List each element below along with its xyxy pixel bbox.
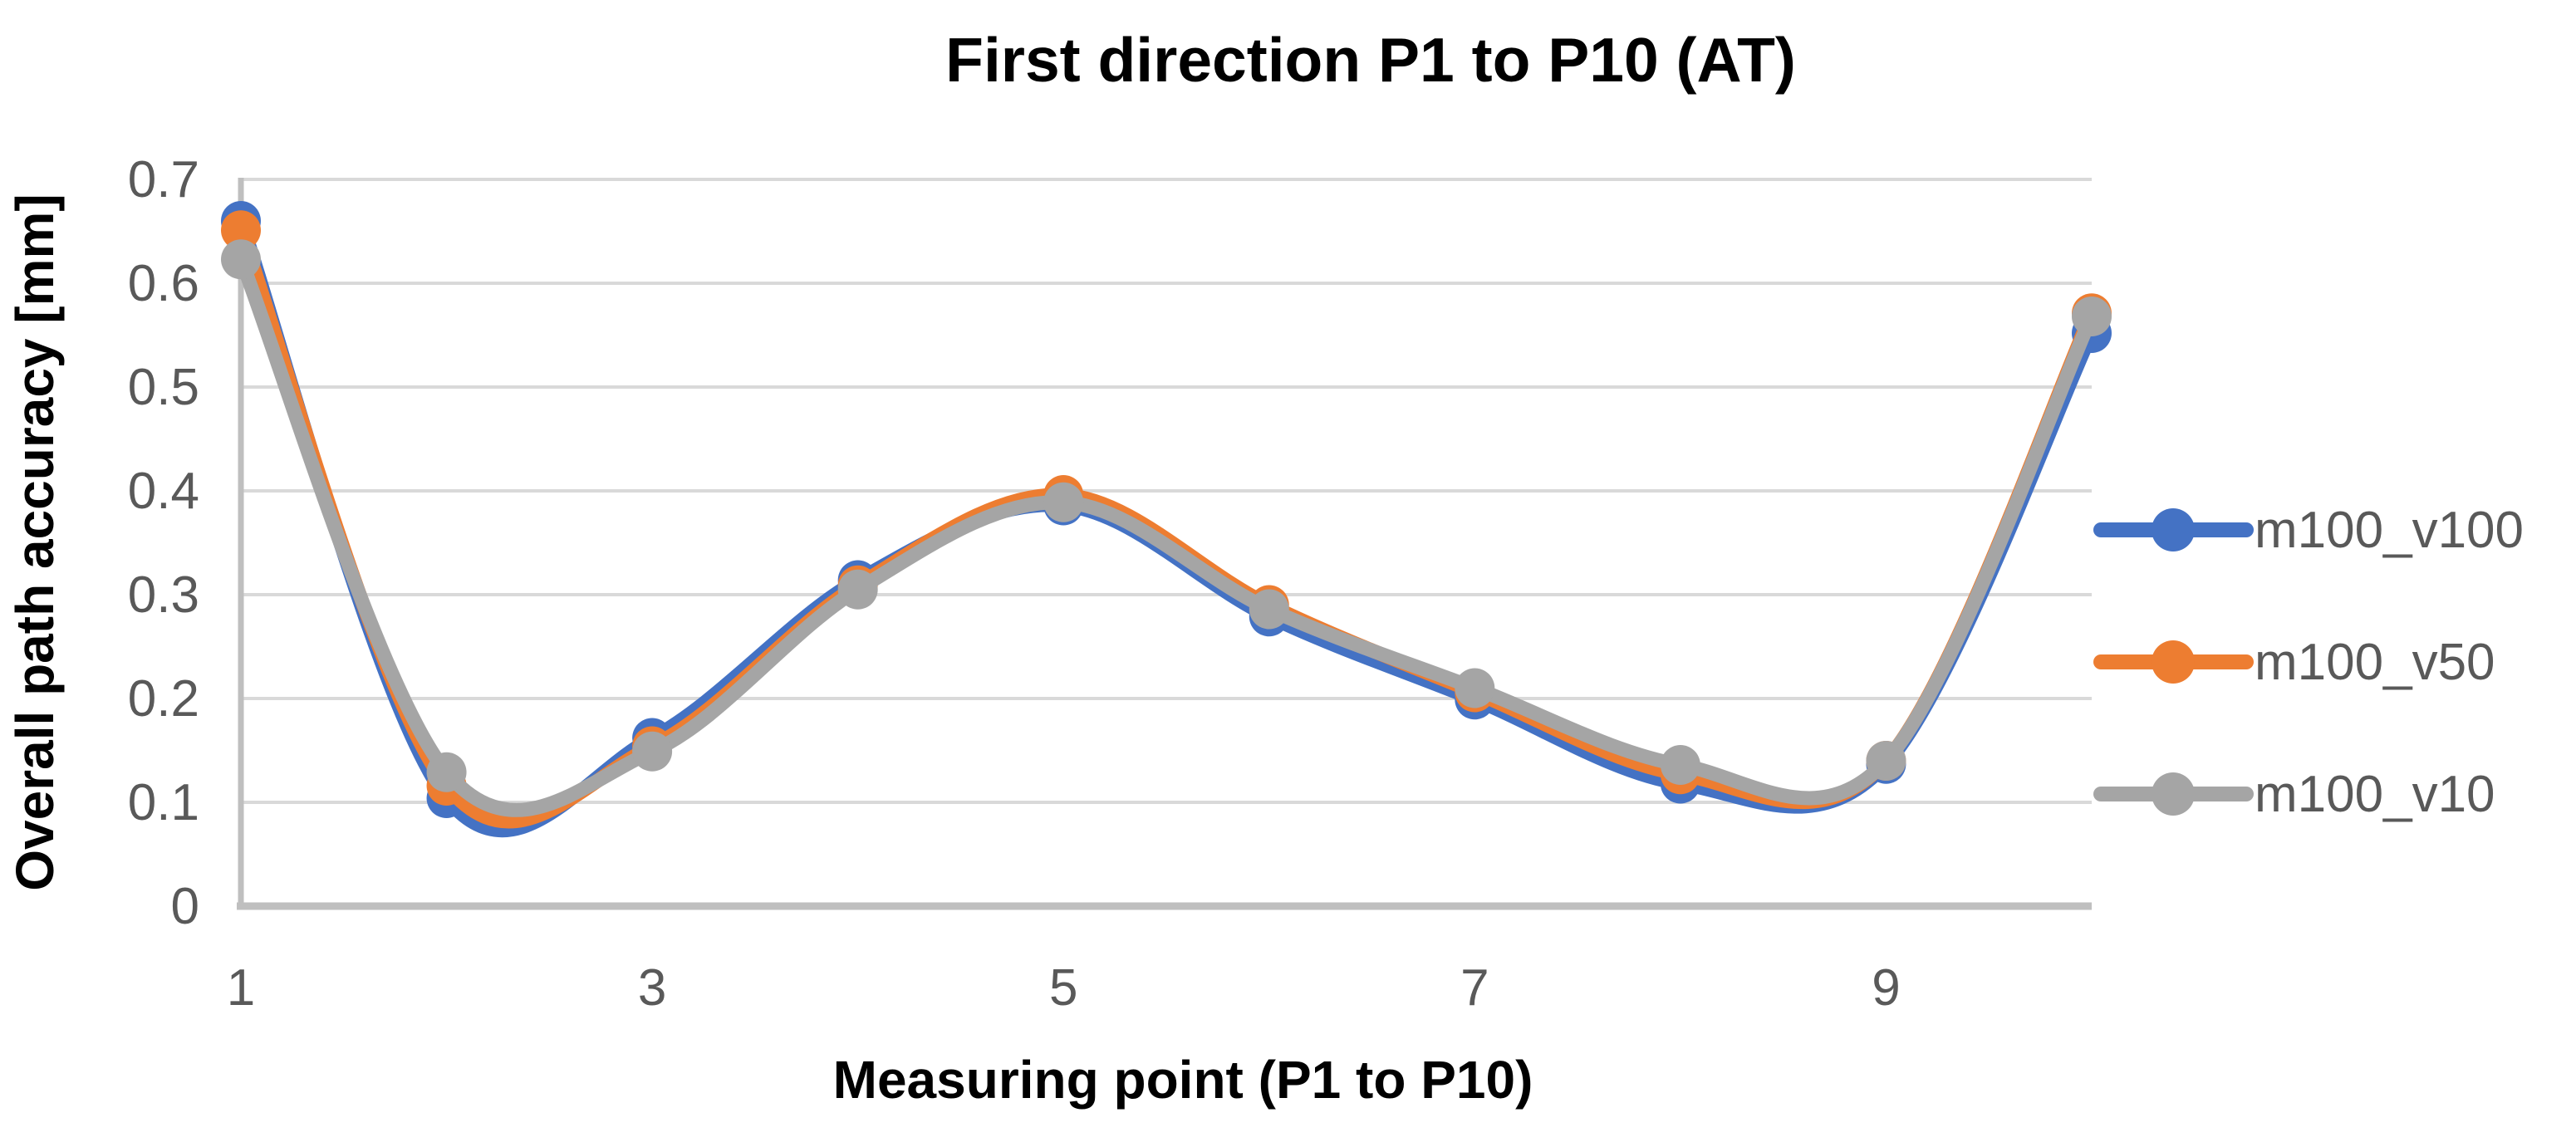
y-tick-label: 0.3 [128,566,199,624]
y-tick-label: 0.2 [128,670,199,728]
legend-item: m100_v10 [2093,766,2495,823]
legend-label: m100_v50 [2255,634,2495,691]
legend-label: m100_v10 [2255,766,2495,823]
x-tick-label: 1 [227,959,255,1017]
x-tick-label: 5 [1049,959,1077,1017]
series-marker [1866,741,1906,781]
series-marker [426,752,467,792]
chart-title: First direction P1 to P10 (AT) [945,25,1796,95]
y-tick-label: 0.7 [128,151,199,208]
gridlines [241,178,2092,804]
series-m100_v50 [221,210,2112,829]
x-axis-title: Measuring point (P1 to P10) [833,1050,1533,1110]
series-marker [632,731,673,772]
x-tick-label: 7 [1460,959,1489,1017]
legend-marker [2152,508,2195,551]
x-tick-label: 3 [638,959,666,1017]
y-axis-title: Overall path accuracy [mm] [5,194,65,890]
series-marker [2072,297,2112,336]
series-marker [1660,745,1700,785]
legend-marker [2152,772,2195,816]
series-marker [221,239,261,280]
y-tick-label: 0.5 [128,359,199,416]
series-marker [1043,482,1084,522]
series-line [233,223,2099,829]
axis-lines [237,178,2092,910]
legend-label: m100_v100 [2255,502,2524,559]
legend-item: m100_v100 [2093,502,2524,559]
y-tick-labels: 0 0.1 0.2 0.3 0.4 0.5 0.6 0.7 [128,151,199,935]
y-tick-label: 0.4 [128,463,199,520]
series-line [233,252,2099,817]
series-m100_v100 [221,201,2112,838]
legend-item: m100_v50 [2093,634,2495,691]
series-marker [1455,668,1495,708]
x-tick-labels: 1 3 5 7 9 [227,959,1901,1017]
y-tick-label: 0 [171,878,199,935]
series-marker [837,569,878,610]
legend: m100_v100 m100_v50 m100_v10 [2093,502,2524,823]
series-marker [1249,589,1289,630]
y-tick-label: 0.1 [128,774,199,831]
series-m100_v10 [221,239,2112,817]
series-line [233,213,2099,838]
series-marker [221,210,261,251]
y-tick-label: 0.6 [128,255,199,312]
legend-marker [2152,640,2195,684]
series-plot [221,201,2112,838]
x-tick-label: 9 [1872,959,1900,1017]
